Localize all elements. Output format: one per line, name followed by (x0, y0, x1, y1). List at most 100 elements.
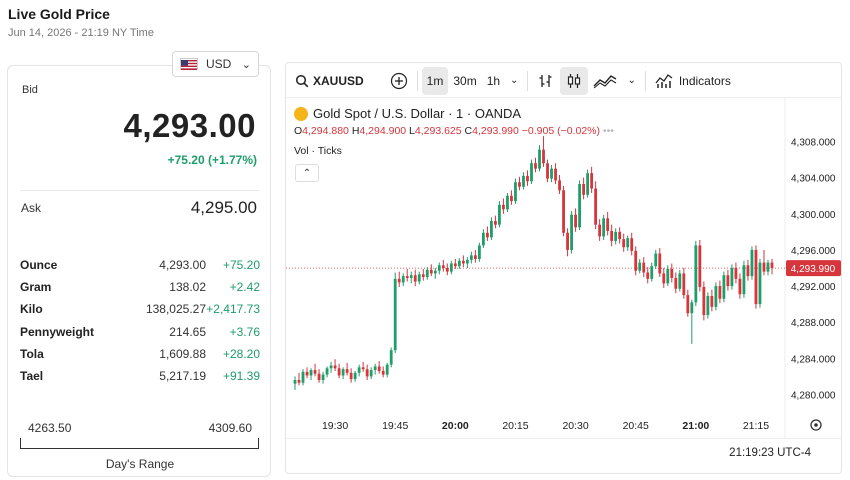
interval-1h[interactable]: 1h (486, 73, 501, 88)
toolbar-divider (416, 70, 418, 91)
close-label: C (464, 125, 473, 137)
candle-body (457, 260, 461, 267)
more-icon[interactable]: ••• (602, 125, 614, 137)
bid-price: 4,293.00 (123, 107, 256, 144)
chart-type-dropdown[interactable]: ⌄ (622, 67, 640, 95)
close-value: 4,293.990 (472, 125, 519, 137)
symbol-search[interactable]: XAUUSD (290, 67, 369, 95)
y-tick-label: 4,308.000 (791, 138, 836, 149)
page-title: Live Gold Price (8, 6, 110, 22)
settings-icon-center (814, 423, 818, 427)
candle-body (526, 175, 529, 182)
candle-body (437, 265, 441, 271)
y-tick-label: 4,304.000 (791, 174, 836, 185)
bar-style-button[interactable] (532, 67, 560, 95)
bid-change: +75.20 (+1.77%) (167, 153, 257, 167)
candle-body (465, 259, 469, 264)
high-label: H (351, 125, 360, 137)
candle-body (490, 221, 493, 238)
candle-body (678, 273, 682, 289)
candle-body (481, 232, 485, 246)
candle-body (405, 276, 409, 278)
unit-row: Pennyweight 214.65 +3.76 (20, 321, 260, 343)
candlestick-chart[interactable]: 4,280.000 4,284.000 4,288.000 4,292.000 4,29… (286, 98, 841, 438)
candle-body (477, 245, 481, 259)
candle-body (710, 296, 714, 307)
candle-body (658, 253, 662, 274)
search-icon (295, 74, 309, 87)
indicators-button[interactable]: Indicators (650, 67, 736, 95)
candle-body (718, 286, 722, 299)
y-tick-label: 4,296.000 (791, 246, 836, 257)
candle-body (626, 238, 630, 248)
candle-body (381, 370, 385, 375)
currency-select[interactable]: USD ⌄ (172, 51, 259, 77)
candles-button[interactable] (560, 66, 589, 95)
candle-body (538, 149, 541, 169)
candle-body (486, 232, 489, 238)
unit-change: +28.20 (222, 346, 260, 361)
candle-body (586, 173, 590, 195)
unit-price-table: Ounce 4,293.00 +75.20 Gram 138.02 +2.42 … (20, 254, 260, 387)
candle-body (365, 369, 369, 377)
y-tick-label: 4,288.000 (791, 318, 836, 329)
candle-body (389, 350, 393, 365)
candle-body (630, 238, 634, 251)
unit-price: 138,025.27 (145, 302, 206, 317)
chevron-up-icon: ⌃ (302, 167, 312, 179)
chart-legend-title[interactable]: Gold Spot / U.S. Dollar · 1 · OANDA (294, 106, 521, 121)
candle-body (417, 274, 421, 282)
candle-body (409, 275, 413, 278)
unit-row: Kilo 138,025.27 +2,417.73 (20, 298, 260, 320)
interval-dropdown[interactable]: ⌄ (505, 67, 523, 95)
candle-body (762, 262, 766, 272)
candle-body (518, 182, 521, 187)
candle-body (754, 249, 758, 305)
candle-body (317, 373, 321, 380)
compare-button[interactable] (385, 67, 413, 95)
candle-body (706, 296, 710, 315)
timezone-bar (286, 438, 841, 470)
legend-title-text: Gold Spot / U.S. Dollar · 1 · OANDA (313, 106, 522, 121)
chevron-down-icon: ⌄ (510, 75, 519, 86)
price-panel (7, 65, 271, 477)
candle-body (758, 262, 762, 305)
collapse-legend-button[interactable]: ⌃ (295, 164, 319, 182)
candle-body (582, 184, 586, 195)
candle-body (333, 365, 337, 369)
candle-body (602, 218, 606, 237)
candle-body (558, 180, 561, 191)
symbol-label: XAUUSD (313, 73, 364, 88)
bars-icon (539, 74, 552, 87)
unit-name: Gram (20, 280, 52, 295)
unit-price: 214.65 (169, 324, 206, 339)
y-tick-label: 4,300.000 (791, 210, 836, 221)
interval-1m[interactable]: 1m (421, 66, 449, 95)
ask-price: 4,295.00 (190, 198, 257, 217)
candle-body (506, 195, 509, 210)
candle-body (445, 268, 449, 272)
candle-body (530, 163, 533, 182)
candle-body (578, 184, 581, 228)
chart-type-button[interactable] (588, 67, 622, 95)
timezone-clock[interactable]: 21:19:23 UTC-4 (729, 447, 811, 459)
current-price-badge (786, 260, 841, 277)
candle-body (662, 273, 666, 284)
y-tick-label: 4,292.000 (791, 282, 836, 293)
candle-body (590, 173, 594, 189)
x-tick-label: 21:00 (682, 420, 709, 432)
candle-body (770, 262, 774, 269)
candle-body (425, 269, 429, 278)
interval-30m[interactable]: 30m (453, 73, 477, 88)
candle-body (614, 231, 618, 241)
candle-body (309, 370, 313, 376)
candle-body (670, 268, 674, 278)
candle-body (698, 245, 702, 287)
candle-body (750, 249, 754, 277)
unit-change: +75.20 (222, 258, 260, 273)
y-tick-label: 4,280.000 (791, 390, 836, 401)
candle-body (730, 268, 734, 287)
volume-label[interactable]: Vol · Ticks (294, 145, 342, 157)
unit-price: 5,217.19 (159, 369, 206, 384)
ohlc-values: O4,294.880 H4,294.900 L4,293.625 C4,293.… (294, 125, 614, 137)
